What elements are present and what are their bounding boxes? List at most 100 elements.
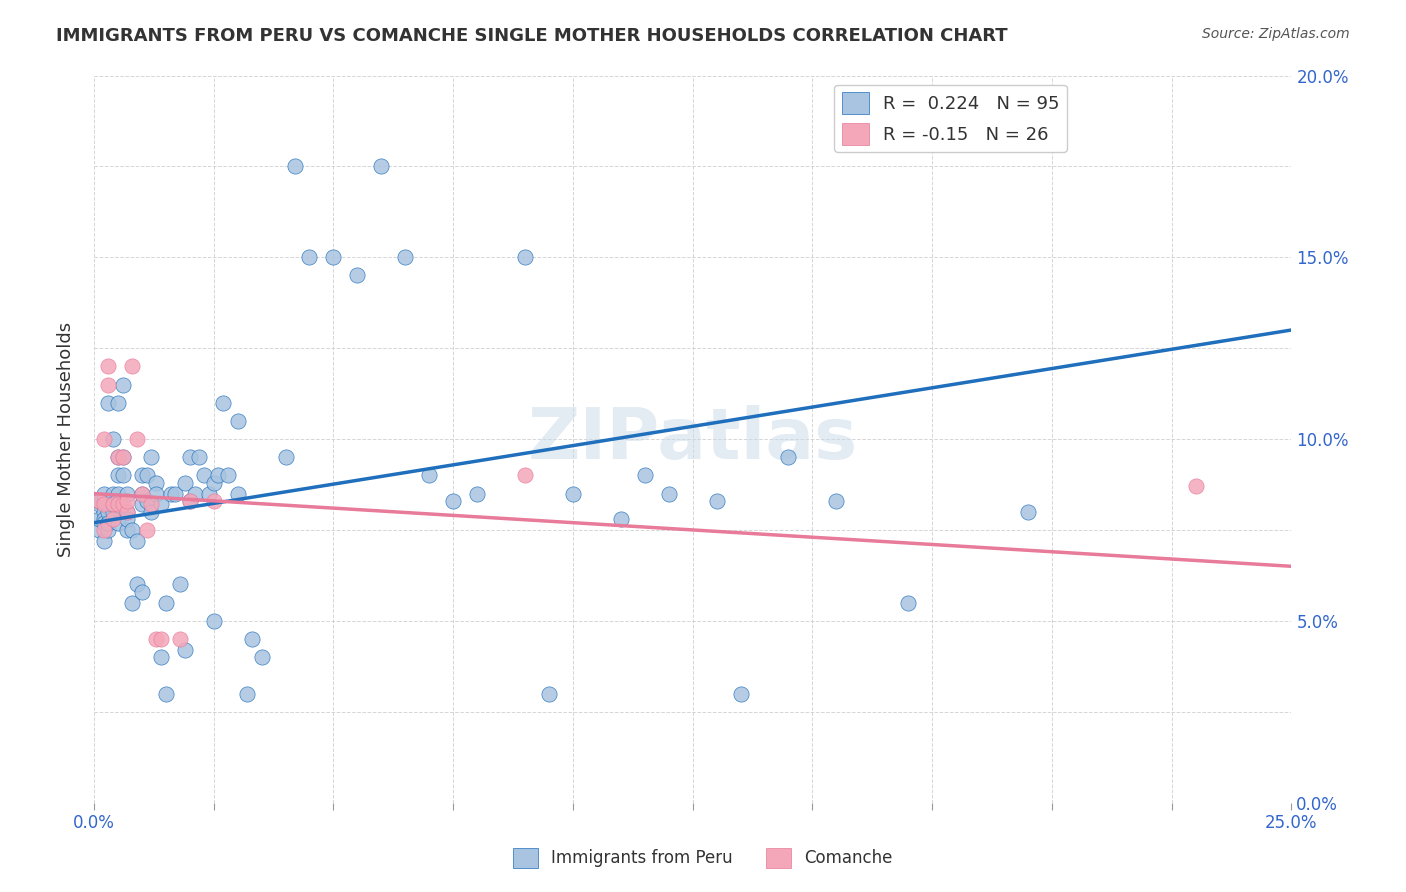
- Point: [346, 268, 368, 283]
- Point: [465, 486, 488, 500]
- Point: [179, 494, 201, 508]
- Point: [141, 450, 163, 465]
- Point: [1017, 505, 1039, 519]
- Point: [93, 505, 115, 519]
- Point: [141, 505, 163, 519]
- Point: [825, 494, 848, 508]
- Point: [131, 584, 153, 599]
- Point: [111, 450, 134, 465]
- Point: [202, 475, 225, 490]
- Point: [121, 359, 143, 374]
- Point: [97, 505, 120, 519]
- Point: [217, 468, 239, 483]
- Point: [165, 486, 187, 500]
- Point: [93, 512, 115, 526]
- Point: [87, 498, 110, 512]
- Point: [107, 450, 129, 465]
- Point: [131, 486, 153, 500]
- Point: [97, 395, 120, 409]
- Point: [121, 523, 143, 537]
- Point: [169, 632, 191, 646]
- Point: [87, 494, 110, 508]
- Point: [561, 486, 583, 500]
- Text: IMMIGRANTS FROM PERU VS COMANCHE SINGLE MOTHER HOUSEHOLDS CORRELATION CHART: IMMIGRANTS FROM PERU VS COMANCHE SINGLE …: [56, 27, 1008, 45]
- Point: [394, 250, 416, 264]
- Point: [730, 687, 752, 701]
- Point: [610, 512, 633, 526]
- Point: [778, 450, 800, 465]
- Point: [111, 377, 134, 392]
- Point: [169, 577, 191, 591]
- Legend: Immigrants from Peru, Comanche: Immigrants from Peru, Comanche: [506, 841, 900, 875]
- Point: [97, 359, 120, 374]
- Point: [1184, 479, 1206, 493]
- Point: [322, 250, 344, 264]
- Point: [117, 505, 139, 519]
- Point: [155, 687, 177, 701]
- Point: [706, 494, 728, 508]
- Y-axis label: Single Mother Households: Single Mother Households: [58, 321, 75, 557]
- Point: [101, 486, 124, 500]
- Point: [193, 468, 215, 483]
- Point: [179, 494, 201, 508]
- Point: [150, 650, 173, 665]
- Point: [202, 614, 225, 628]
- Point: [418, 468, 440, 483]
- Point: [93, 498, 115, 512]
- Point: [131, 468, 153, 483]
- Point: [107, 498, 129, 512]
- Point: [174, 475, 197, 490]
- Point: [658, 486, 681, 500]
- Point: [97, 523, 120, 537]
- Point: [135, 468, 157, 483]
- Point: [93, 432, 115, 446]
- Point: [236, 687, 259, 701]
- Point: [121, 596, 143, 610]
- Point: [101, 498, 124, 512]
- Point: [117, 523, 139, 537]
- Point: [101, 512, 124, 526]
- Point: [250, 650, 273, 665]
- Point: [117, 486, 139, 500]
- Point: [101, 432, 124, 446]
- Point: [634, 468, 657, 483]
- Point: [131, 498, 153, 512]
- Point: [298, 250, 321, 264]
- Point: [117, 505, 139, 519]
- Point: [107, 494, 129, 508]
- Point: [274, 450, 297, 465]
- Point: [183, 486, 205, 500]
- Point: [135, 494, 157, 508]
- Point: [370, 160, 392, 174]
- Point: [111, 450, 134, 465]
- Point: [150, 498, 173, 512]
- Text: ZIPatlas: ZIPatlas: [527, 405, 858, 474]
- Point: [150, 632, 173, 646]
- Text: Source: ZipAtlas.com: Source: ZipAtlas.com: [1202, 27, 1350, 41]
- Point: [97, 498, 120, 512]
- Point: [897, 596, 920, 610]
- Point: [131, 486, 153, 500]
- Point: [125, 432, 148, 446]
- Point: [111, 468, 134, 483]
- Point: [145, 486, 167, 500]
- Point: [97, 377, 120, 392]
- Point: [93, 516, 115, 530]
- Point: [513, 468, 536, 483]
- Point: [188, 450, 211, 465]
- Point: [93, 533, 115, 548]
- Point: [101, 505, 124, 519]
- Point: [125, 533, 148, 548]
- Point: [537, 687, 560, 701]
- Point: [111, 498, 134, 512]
- Point: [87, 494, 110, 508]
- Point: [212, 395, 235, 409]
- Legend: R =  0.224   N = 95, R = -0.15   N = 26: R = 0.224 N = 95, R = -0.15 N = 26: [834, 85, 1067, 152]
- Point: [117, 494, 139, 508]
- Point: [107, 516, 129, 530]
- Point: [135, 523, 157, 537]
- Point: [226, 414, 249, 428]
- Point: [179, 450, 201, 465]
- Point: [155, 596, 177, 610]
- Point: [145, 632, 167, 646]
